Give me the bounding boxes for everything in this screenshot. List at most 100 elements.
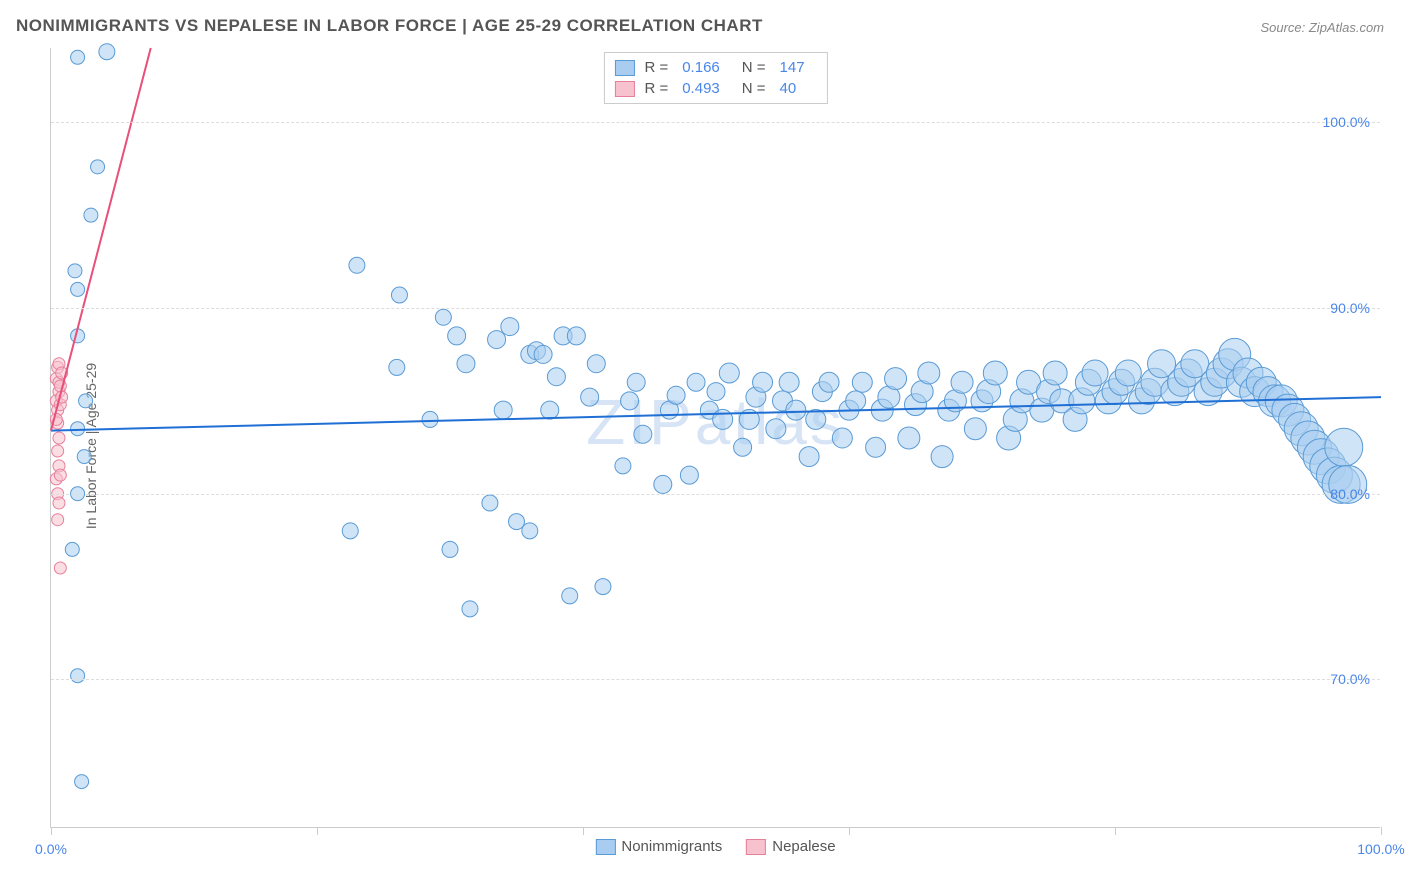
legend-label: Nonimmigrants: [621, 838, 722, 855]
scatter-point: [719, 363, 739, 383]
legend-label: Nepalese: [772, 838, 835, 855]
scatter-point: [846, 391, 866, 411]
scatter-point: [75, 775, 89, 789]
scatter-point: [389, 359, 405, 375]
y-tick-label: 100.0%: [1323, 114, 1370, 130]
scatter-point: [595, 579, 611, 595]
scatter-point: [448, 327, 466, 345]
scatter-point: [494, 401, 512, 419]
legend-swatch-blue: [614, 60, 634, 76]
scatter-point: [541, 401, 559, 419]
x-tick: [849, 827, 850, 835]
chart-title: NONIMMIGRANTS VS NEPALESE IN LABOR FORCE…: [16, 16, 763, 36]
legend-n-value: 40: [780, 80, 797, 97]
legend-n-value: 147: [780, 59, 805, 76]
scatter-point: [581, 388, 599, 406]
scatter-point: [634, 425, 652, 443]
legend-r-label: R =: [644, 59, 668, 76]
legend-swatch-pink: [746, 839, 766, 855]
scatter-point: [1043, 361, 1067, 385]
chart-svg: [51, 48, 1380, 827]
scatter-point: [713, 409, 733, 429]
x-tick-label: 100.0%: [1357, 841, 1404, 857]
gridline: [51, 679, 1380, 680]
scatter-point: [852, 372, 872, 392]
scatter-point: [587, 355, 605, 373]
scatter-point: [885, 368, 907, 390]
gridline: [51, 308, 1380, 309]
legend-r-value: 0.166: [682, 59, 720, 76]
scatter-point: [534, 345, 552, 363]
scatter-point: [654, 475, 672, 493]
scatter-point: [687, 373, 705, 391]
source-label: Source: ZipAtlas.com: [1260, 20, 1384, 35]
scatter-point: [562, 588, 578, 604]
scatter-point: [1325, 428, 1363, 466]
scatter-point: [799, 447, 819, 467]
legend-n-label: N =: [742, 59, 766, 76]
scatter-point: [501, 318, 519, 336]
scatter-point: [71, 50, 85, 64]
legend-item: Nepalese: [746, 838, 835, 855]
scatter-point: [422, 411, 438, 427]
scatter-point: [931, 446, 953, 468]
scatter-point: [918, 362, 940, 384]
scatter-point: [898, 427, 920, 449]
scatter-point: [99, 44, 115, 60]
scatter-point: [79, 394, 93, 408]
x-tick: [1381, 827, 1382, 835]
scatter-point: [734, 438, 752, 456]
scatter-point: [68, 264, 82, 278]
scatter-point: [522, 523, 538, 539]
scatter-point: [71, 422, 85, 436]
y-tick-label: 70.0%: [1330, 671, 1370, 687]
scatter-point: [65, 542, 79, 556]
y-tick-label: 80.0%: [1330, 486, 1370, 502]
scatter-point: [753, 372, 773, 392]
scatter-point: [832, 428, 852, 448]
x-tick: [583, 827, 584, 835]
scatter-point: [779, 372, 799, 392]
scatter-point: [52, 445, 64, 457]
scatter-point: [786, 400, 806, 420]
plot-area: ZIPatlas R = 0.166 N = 147 R = 0.493 N =…: [50, 48, 1380, 828]
legend-row: R = 0.166 N = 147: [614, 57, 816, 78]
y-tick-label: 90.0%: [1330, 300, 1370, 316]
x-tick-label: 0.0%: [35, 841, 67, 857]
legend-item: Nonimmigrants: [595, 838, 722, 855]
scatter-point: [84, 208, 98, 222]
gridline: [51, 122, 1380, 123]
legend-n-label: N =: [742, 80, 766, 97]
legend-correlation: R = 0.166 N = 147 R = 0.493 N = 40: [603, 52, 827, 104]
scatter-point: [509, 514, 525, 530]
scatter-point: [615, 458, 631, 474]
legend-r-label: R =: [644, 80, 668, 97]
scatter-point: [1082, 360, 1108, 386]
scatter-point: [91, 160, 105, 174]
scatter-point: [964, 418, 986, 440]
scatter-point: [457, 355, 475, 373]
scatter-point: [482, 495, 498, 511]
scatter-point: [707, 383, 725, 401]
scatter-point: [819, 372, 839, 392]
scatter-point: [52, 514, 64, 526]
scatter-point: [53, 497, 65, 509]
scatter-point: [667, 386, 685, 404]
scatter-point: [342, 523, 358, 539]
scatter-point: [77, 450, 91, 464]
scatter-point: [349, 257, 365, 273]
scatter-point: [766, 419, 786, 439]
scatter-point: [442, 541, 458, 557]
scatter-point: [627, 373, 645, 391]
x-tick: [317, 827, 318, 835]
scatter-point: [983, 361, 1007, 385]
legend-swatch-pink: [614, 81, 634, 97]
scatter-point: [54, 469, 66, 481]
x-tick: [1115, 827, 1116, 835]
scatter-point: [391, 287, 407, 303]
scatter-point: [488, 331, 506, 349]
scatter-point: [567, 327, 585, 345]
scatter-point: [1115, 360, 1141, 386]
scatter-point: [462, 601, 478, 617]
scatter-point: [680, 466, 698, 484]
